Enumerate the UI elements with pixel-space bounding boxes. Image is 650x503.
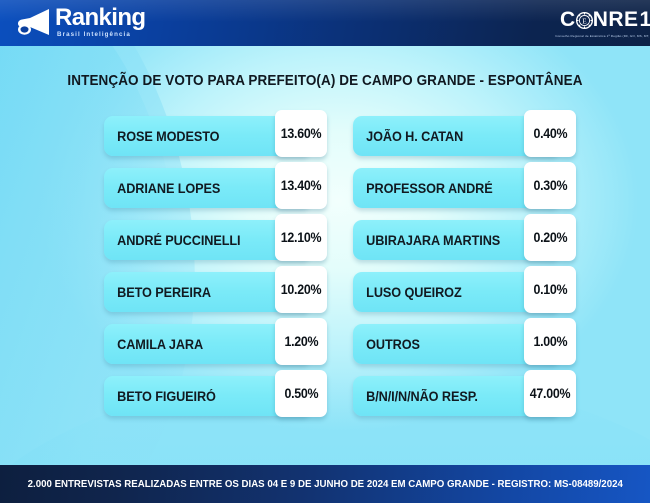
result-row: ANDRÉ PUCCINELLI 12.10% — [104, 214, 327, 266]
svg-text:E: E — [582, 17, 587, 25]
conre-word-right: NRE — [592, 8, 639, 31]
result-row: LUSO QUEIROZ 0.10% — [353, 266, 650, 318]
percentage-value: 0.30% — [533, 178, 567, 193]
candidate-name: ANDRÉ PUCCINELLI — [117, 232, 241, 248]
conre-word-left: C — [560, 8, 576, 31]
candidate-name: OUTROS — [366, 336, 420, 352]
footer-disclaimer: 2.000 ENTREVISTAS REALIZADAS ENTRE OS DI… — [27, 478, 623, 490]
candidate-name: ROSE MODESTO — [117, 128, 220, 144]
percentage-box: 0.20% — [524, 214, 576, 261]
chart-title: INTENÇÃO DE VOTO PARA PREFEITO(A) DE CAM… — [67, 72, 583, 89]
percentage-box: 13.40% — [275, 162, 327, 209]
result-row: BETO FIGUEIRÓ 0.50% — [104, 370, 327, 422]
candidate-name: BETO FIGUEIRÓ — [117, 388, 216, 404]
percentage-value: 0.10% — [533, 282, 567, 297]
candidate-name: ADRIANE LOPES — [117, 180, 221, 196]
percentage-value: 12.10% — [280, 230, 322, 245]
seal-icon: E — [575, 11, 593, 29]
percentage-value: 47.00% — [529, 386, 571, 401]
percentage-value: 1.20% — [284, 334, 318, 349]
percentage-box: 0.50% — [275, 370, 327, 417]
footer-bar: 2.000 ENTREVISTAS REALIZADAS ENTRE OS DI… — [0, 465, 650, 503]
percentage-value: 13.40% — [280, 178, 322, 193]
percentage-value: 0.20% — [533, 230, 567, 245]
conre-region-number: 1 — [639, 8, 650, 31]
megaphone-icon — [16, 7, 52, 37]
percentage-box: 10.20% — [275, 266, 327, 313]
results-column-left: ROSE MODESTO 13.60% ADRIANE LOPES 13.40%… — [0, 110, 327, 422]
percentage-box: 13.60% — [275, 110, 327, 157]
result-row: JOÃO H. CATAN 0.40% — [353, 110, 650, 162]
conre-logo: C — [555, 8, 650, 39]
result-row: BETO PEREIRA 10.20% — [104, 266, 327, 318]
percentage-value: 0.50% — [284, 386, 318, 401]
conre-wordmark: C — [560, 8, 650, 32]
brand-subtitle: Brasil Inteligência — [57, 31, 131, 38]
candidate-name: CAMILA JARA — [117, 336, 204, 352]
candidate-name: B/N/I/N/NÃO RESP. — [366, 388, 478, 404]
conre-subtitle: Conselho Regional de Estatística 1ª Regi… — [555, 34, 650, 38]
percentage-value: 0.40% — [533, 126, 567, 141]
percentage-box: 0.10% — [524, 266, 576, 313]
header-sheen — [0, 0, 650, 22]
percentage-box: 0.30% — [524, 162, 576, 209]
header-bar: Ranking Brasil Inteligência C — [0, 0, 650, 46]
results-columns: ROSE MODESTO 13.60% ADRIANE LOPES 13.40%… — [0, 110, 650, 422]
percentage-value: 1.00% — [533, 334, 567, 349]
candidate-name: JOÃO H. CATAN — [366, 128, 464, 144]
brand-text: Ranking Brasil Inteligência — [55, 4, 146, 38]
result-row: ROSE MODESTO 13.60% — [104, 110, 327, 162]
result-row: CAMILA JARA 1.20% — [104, 318, 327, 370]
percentage-box: 1.00% — [524, 318, 576, 365]
candidate-name: PROFESSOR ANDRÉ — [366, 180, 493, 196]
candidate-name: LUSO QUEIROZ — [366, 284, 462, 300]
result-row: ADRIANE LOPES 13.40% — [104, 162, 327, 214]
result-row: B/N/I/N/NÃO RESP. 47.00% — [353, 370, 650, 422]
brand-name: Ranking — [55, 4, 146, 31]
percentage-box: 0.40% — [524, 110, 576, 157]
results-column-right: JOÃO H. CATAN 0.40% PROFESSOR ANDRÉ 0.30… — [325, 110, 650, 422]
percentage-box: 47.00% — [524, 370, 576, 417]
percentage-box: 1.20% — [275, 318, 327, 365]
percentage-value: 10.20% — [280, 282, 322, 297]
result-row: UBIRAJARA MARTINS 0.20% — [353, 214, 650, 266]
percentage-box: 12.10% — [275, 214, 327, 261]
result-row: PROFESSOR ANDRÉ 0.30% — [353, 162, 650, 214]
candidate-name: UBIRAJARA MARTINS — [366, 232, 501, 248]
candidate-name: BETO PEREIRA — [117, 284, 211, 300]
ranking-logo: Ranking Brasil Inteligência — [16, 4, 146, 38]
result-row: OUTROS 1.00% — [353, 318, 650, 370]
percentage-value: 13.60% — [280, 126, 322, 141]
